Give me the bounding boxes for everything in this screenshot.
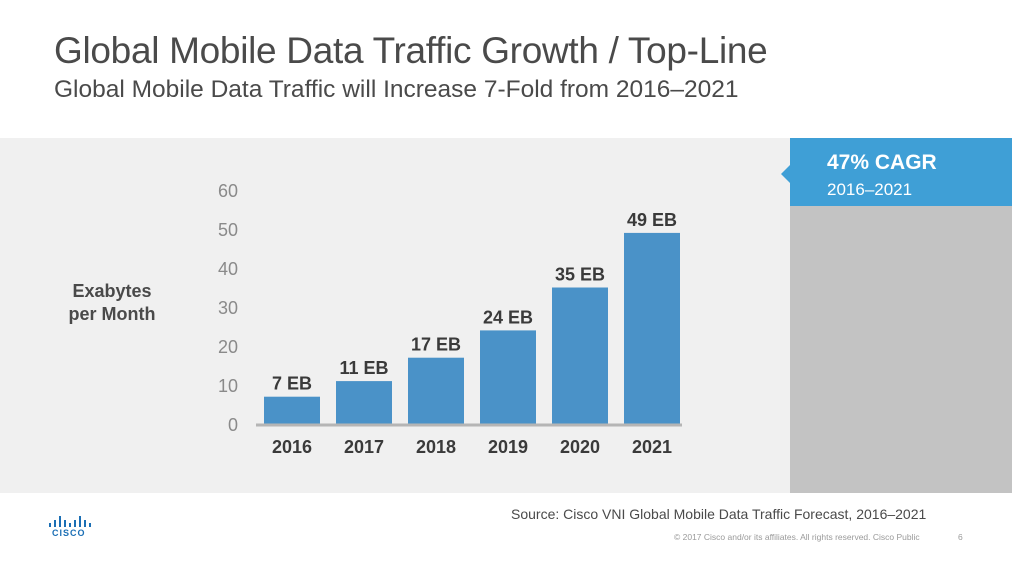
- y-tick-label: 40: [218, 259, 238, 279]
- bar-2021: [624, 232, 680, 424]
- x-tick-label: 2016: [272, 437, 312, 457]
- y-axis-title: Exabytes per Month: [60, 280, 164, 326]
- bar-2020: [552, 287, 608, 424]
- data-label: 7 EB: [272, 374, 312, 394]
- cisco-logo-icon: [49, 516, 91, 527]
- y-tick-label: 50: [218, 220, 238, 240]
- x-tick-label: 2019: [488, 437, 528, 457]
- page-title: Global Mobile Data Traffic Growth / Top-…: [54, 30, 768, 71]
- bar-2018: [408, 357, 464, 424]
- y-tick-label: 20: [218, 337, 238, 357]
- cagr-period: 2016–2021: [827, 180, 913, 199]
- cisco-wordmark: CISCO: [52, 528, 86, 538]
- data-label: 11 EB: [339, 358, 388, 378]
- bar-2019: [480, 330, 536, 424]
- x-tick-label: 2021: [632, 437, 672, 457]
- page-subtitle: Global Mobile Data Traffic will Increase…: [54, 76, 739, 103]
- bar-2016: [264, 396, 320, 424]
- x-tick-label: 2018: [416, 437, 456, 457]
- copyright-footer: © 2017 Cisco and/or its affiliates. All …: [674, 532, 920, 542]
- y-tick-label: 0: [228, 415, 238, 435]
- y-tick-label: 10: [218, 376, 238, 396]
- data-label: 17 EB: [411, 335, 461, 355]
- page-number: 6: [958, 532, 963, 542]
- bar-2017: [336, 381, 392, 424]
- data-label: 24 EB: [483, 307, 533, 327]
- x-tick-label: 2020: [560, 437, 600, 457]
- y-tick-label: 30: [218, 298, 238, 318]
- y-axis-title-line-2: per Month: [68, 304, 156, 324]
- cagr-value: 47% CAGR: [827, 151, 937, 174]
- x-tick-label: 2017: [344, 437, 384, 457]
- y-axis-title-line-1: Exabytes: [72, 281, 152, 301]
- cagr-callout: 47% CAGR 2016–2021: [790, 138, 1012, 206]
- y-tick-label: 60: [218, 181, 238, 201]
- data-label: 35 EB: [555, 265, 605, 285]
- data-label: 49 EB: [627, 210, 677, 230]
- cagr-callout-pointer: [781, 164, 791, 184]
- source-note: Source: Cisco VNI Global Mobile Data Tra…: [511, 506, 927, 522]
